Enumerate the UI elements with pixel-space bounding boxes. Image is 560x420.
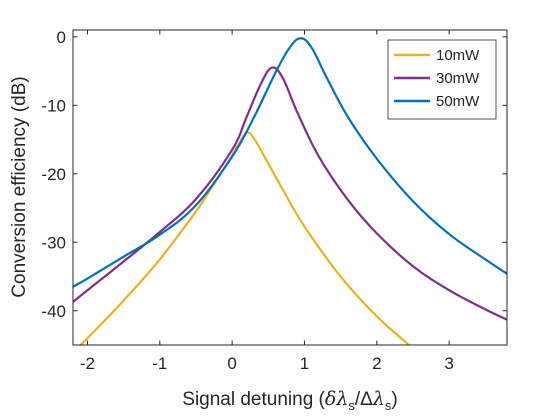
x-tick-label: -1	[152, 354, 167, 373]
x-tick-label: -2	[80, 354, 95, 373]
series-line-50mW	[73, 37, 507, 288]
plot-frame	[72, 29, 508, 346]
y-tick-label: -40	[41, 302, 66, 321]
y-tick-label: -10	[41, 96, 66, 115]
x-tick-label: 3	[444, 354, 453, 373]
x-axis-title: Signal detuning (δλs/Δλs)	[182, 388, 397, 413]
legend-box	[387, 39, 497, 120]
x-axis-title-sub-2: s	[385, 398, 392, 413]
legend: 10mW 30mW 50mW	[387, 39, 497, 120]
series-layer	[73, 37, 507, 345]
x-axis-title-prefix: Signal detuning (	[182, 389, 325, 410]
y-tick-label: -20	[41, 165, 66, 184]
legend-label-50mW: 50mW	[436, 93, 480, 110]
x-axis-title-symbol-1: δλ	[325, 388, 348, 410]
x-tick-label: 2	[372, 354, 381, 373]
x-tick-label: 0	[227, 354, 236, 373]
x-axis-title-slash: /Δ	[355, 389, 373, 410]
y-tick-label: -30	[41, 233, 66, 252]
ticks-layer: -2 -1 0 1 2 30-10-20-30-40	[41, 28, 507, 373]
x-tick-label: 1	[300, 354, 309, 373]
legend-label-30mW: 30mW	[436, 70, 480, 87]
legend-label-10mW: 10mW	[436, 47, 480, 64]
x-axis-title-sub-1: s	[348, 398, 355, 413]
x-axis-title-suffix: )	[391, 389, 397, 410]
y-tick-label: 0	[57, 28, 66, 47]
x-axis-title-symbol-2: λ	[372, 388, 385, 410]
y-axis-title: Conversion efficiency (dB)	[9, 76, 30, 297]
